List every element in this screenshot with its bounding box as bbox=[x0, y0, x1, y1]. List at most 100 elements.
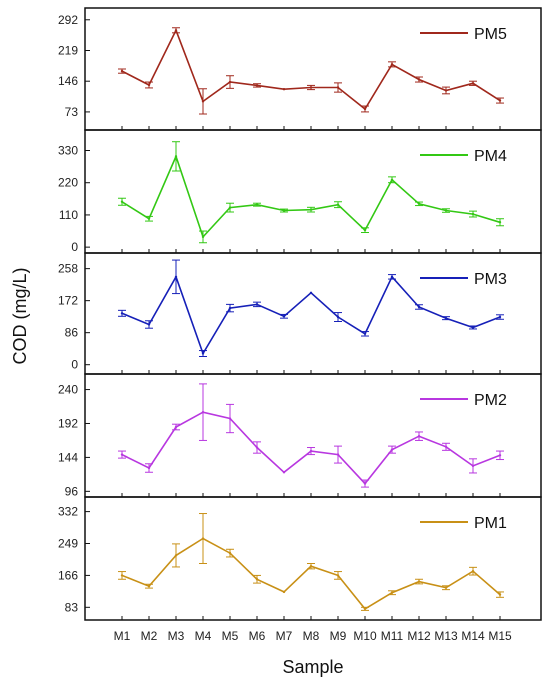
data-point bbox=[201, 410, 205, 414]
data-point bbox=[417, 202, 421, 205]
x-axis-title: Sample bbox=[282, 657, 343, 677]
x-tick-label: M9 bbox=[330, 629, 347, 643]
data-point bbox=[390, 591, 394, 594]
x-tick-label: M2 bbox=[141, 629, 158, 643]
data-point bbox=[228, 417, 232, 420]
x-tick-label: M14 bbox=[461, 629, 485, 643]
series-line-pm5 bbox=[121, 28, 501, 111]
y-tick-label: 240 bbox=[58, 383, 78, 397]
x-tick-label: M7 bbox=[276, 629, 293, 643]
data-point bbox=[363, 482, 367, 485]
panel-frame bbox=[84, 373, 542, 498]
x-tick-label: M4 bbox=[195, 629, 212, 643]
y-axis-title: COD (mg/L) bbox=[10, 267, 30, 364]
legend-label: PM5 bbox=[474, 26, 507, 43]
data-point bbox=[201, 100, 205, 103]
data-point bbox=[120, 69, 124, 73]
data-point bbox=[390, 448, 394, 451]
y-tick-label: 220 bbox=[58, 176, 78, 190]
x-tick-label: M8 bbox=[303, 629, 320, 643]
data-point bbox=[228, 551, 232, 555]
data-point bbox=[471, 82, 475, 85]
y-tick-label: 96 bbox=[65, 484, 79, 498]
y-tick-label: 219 bbox=[58, 43, 78, 57]
data-point bbox=[255, 203, 259, 206]
data-point bbox=[444, 445, 448, 449]
panel-pm5: 292 219 146 73 PM5 bbox=[58, 7, 542, 131]
data-point bbox=[174, 554, 178, 557]
x-axis-labels: M1 M2 M3 M4 M5 M6 M7 M8 M9 M10 M11 M12 M13 M14 M15 bbox=[114, 629, 512, 643]
data-point bbox=[282, 471, 286, 474]
data-point bbox=[336, 86, 340, 89]
legend-label: PM3 bbox=[474, 271, 507, 288]
y-tick-label: 0 bbox=[71, 358, 78, 372]
data-point bbox=[309, 208, 313, 211]
data-point bbox=[498, 454, 502, 457]
data-point bbox=[147, 466, 151, 470]
data-point bbox=[147, 584, 151, 588]
data-point bbox=[336, 574, 340, 577]
panel-pm4: 330 220 110 0 PM4 bbox=[58, 129, 542, 254]
data-point bbox=[336, 203, 340, 206]
y-tick-label: 110 bbox=[59, 208, 78, 222]
x-tick-label: M10 bbox=[353, 629, 377, 643]
data-point bbox=[255, 84, 259, 87]
panel-pm1: 332 249 166 83 PM1 bbox=[58, 496, 542, 621]
x-tick-label: M6 bbox=[249, 629, 266, 643]
legend-label: PM4 bbox=[474, 148, 507, 165]
data-point bbox=[147, 217, 151, 220]
data-point bbox=[444, 209, 448, 212]
panel-frame bbox=[84, 7, 542, 131]
data-point bbox=[444, 316, 448, 320]
data-point bbox=[282, 315, 286, 318]
data-point bbox=[201, 537, 205, 540]
data-point bbox=[228, 306, 232, 310]
data-point bbox=[309, 291, 313, 295]
data-point bbox=[174, 425, 178, 429]
data-point bbox=[417, 78, 421, 81]
x-tick-label: M11 bbox=[381, 629, 404, 643]
data-point bbox=[282, 87, 286, 91]
data-point bbox=[228, 206, 232, 209]
data-point bbox=[417, 580, 421, 583]
data-point bbox=[471, 326, 475, 329]
data-point bbox=[417, 305, 421, 309]
y-tick-label: 330 bbox=[58, 144, 78, 158]
legend-label: PM2 bbox=[474, 392, 507, 409]
data-point bbox=[201, 352, 205, 355]
y-tick-label: 73 bbox=[65, 105, 79, 119]
x-tick-label: M12 bbox=[407, 629, 431, 643]
y-tick-label: 83 bbox=[65, 600, 79, 614]
y-tick-label: 292 bbox=[58, 13, 78, 27]
data-point bbox=[390, 178, 394, 181]
data-point bbox=[471, 464, 475, 468]
y-tick-label: 146 bbox=[58, 74, 78, 88]
y-tick-label: 249 bbox=[58, 537, 78, 551]
x-tick-label: M13 bbox=[434, 629, 458, 643]
panel-frame bbox=[84, 129, 542, 254]
data-point bbox=[444, 89, 448, 92]
data-point bbox=[309, 86, 313, 89]
data-point bbox=[147, 83, 151, 87]
data-point bbox=[174, 155, 178, 158]
data-point bbox=[120, 312, 124, 315]
data-point bbox=[444, 586, 448, 589]
data-point bbox=[174, 29, 178, 32]
y-tick-label: 332 bbox=[58, 505, 78, 519]
data-point bbox=[417, 435, 421, 438]
y-tick-label: 192 bbox=[58, 416, 78, 430]
data-point bbox=[498, 593, 502, 596]
x-tick-label: M3 bbox=[168, 629, 185, 643]
data-point bbox=[471, 212, 475, 216]
data-point bbox=[201, 235, 205, 239]
data-point bbox=[228, 80, 232, 84]
data-point bbox=[498, 315, 502, 319]
data-point bbox=[255, 446, 259, 449]
data-point bbox=[255, 578, 259, 581]
panel-pm2: 240 192 144 96 PM2 bbox=[58, 373, 542, 498]
x-tick-label: M15 bbox=[488, 629, 512, 643]
y-tick-label: 258 bbox=[58, 262, 78, 276]
data-point bbox=[282, 590, 286, 594]
